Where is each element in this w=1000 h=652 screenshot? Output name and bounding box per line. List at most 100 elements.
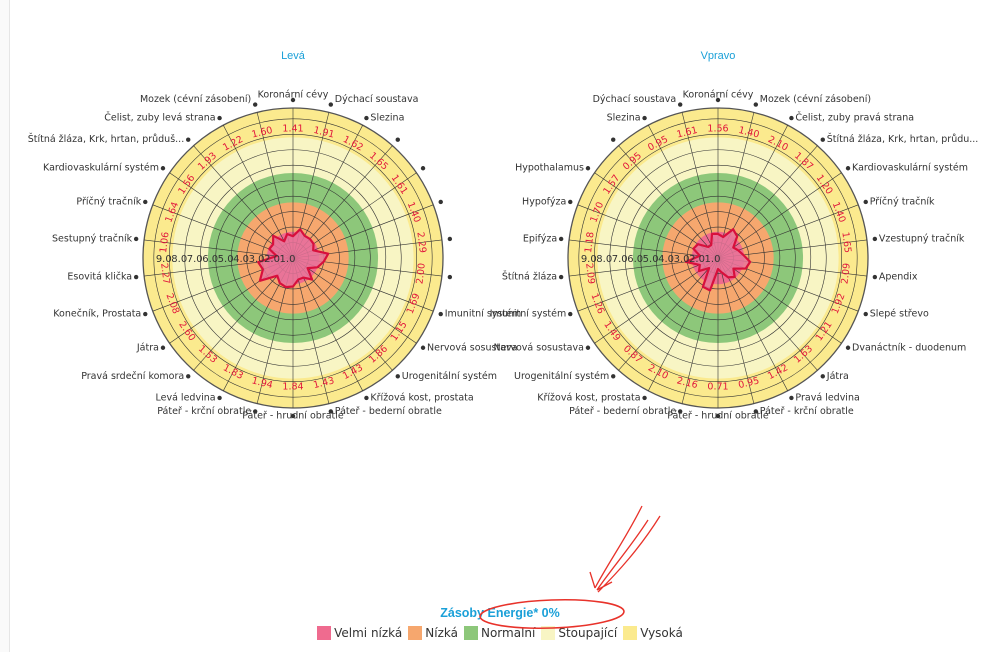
category-label: Mozek (cévní zásobení) (760, 94, 871, 105)
category-label: Páteř - bederní obratle (335, 406, 442, 417)
legend-swatch (541, 626, 556, 640)
spoke (292, 204, 434, 259)
category-dot (558, 236, 564, 242)
window-left-edge (0, 0, 10, 652)
category-dot (217, 115, 222, 121)
value-label: 1.43 (312, 375, 335, 391)
category-dot (568, 311, 573, 317)
ring-scale-label: 7.0 (187, 254, 203, 265)
category-label: Křížová kost, prostata (370, 392, 473, 403)
category-dot (186, 374, 191, 379)
category-label: Epifýza (523, 233, 557, 244)
category-label: Urogenitální systém (514, 371, 609, 382)
category-label: Páteř - hrudní obratle (242, 411, 344, 422)
legend-label: Nízká (425, 626, 458, 640)
category-dot (820, 137, 825, 142)
category-dot (585, 345, 591, 350)
category-dot (611, 374, 616, 379)
legend-item-normal[interactable]: Normalní (463, 626, 535, 640)
ring-scale-label: 1.0 (705, 254, 721, 265)
legend: Velmi nízká Nízká Normalní Stoupající Vy… (0, 626, 1000, 640)
category-dot (863, 199, 868, 205)
spoke (618, 145, 719, 259)
legend-label: Velmi nízká (334, 626, 403, 640)
ring-scale-label: 8.0 (596, 254, 612, 265)
value-label: 2.29 (414, 231, 427, 253)
ring-scale-label: 8.0 (171, 254, 187, 265)
category-dot (252, 102, 258, 107)
category-dot (217, 395, 222, 401)
series-polygon (257, 228, 330, 289)
value-label: 2.00 (414, 262, 427, 284)
ring-scale-label: 5.0 (218, 254, 234, 265)
legend-item-low[interactable]: Nízká (408, 626, 458, 640)
category-dot (395, 137, 400, 142)
ring-scale-label: 6.0 (202, 254, 218, 265)
spoke (717, 172, 842, 259)
value-label: 1.91 (312, 125, 335, 141)
ring-scale-label: 3.0 (249, 254, 265, 265)
spoke (144, 239, 294, 259)
category-dot (789, 115, 794, 121)
spoke (717, 112, 755, 259)
category-dot (642, 395, 647, 401)
value-label: 0.95 (737, 375, 760, 391)
ring-scale-label: 4.0 (658, 254, 674, 265)
legend-swatch (623, 626, 638, 640)
legend-swatch (408, 626, 423, 640)
chart-title: Levá (281, 50, 306, 62)
category-dot (252, 409, 258, 414)
category-label: Vzestupný tračník (879, 233, 965, 244)
legend-item-high[interactable]: Vysoká (623, 626, 683, 640)
legend-label: Vysoká (640, 626, 683, 640)
category-dot (186, 137, 191, 142)
category-label: Slepé střevo (870, 309, 929, 320)
spoke (618, 257, 719, 371)
category-label: Koronární cévy (683, 90, 754, 101)
spoke (717, 257, 755, 404)
value-label: 1.56 (707, 124, 728, 135)
category-label: Nervová sosustava (427, 342, 517, 353)
category-label: Pravá srdeční komora (81, 371, 184, 382)
value-label: 1.65 (839, 231, 852, 253)
value-label: 1.60 (251, 125, 274, 141)
category-dot (677, 102, 683, 107)
ring-scale-label: 2.0 (689, 254, 705, 265)
value-label: 1.61 (676, 125, 699, 141)
category-dot (585, 166, 591, 171)
legend-swatch (317, 626, 332, 640)
value-label: 2.09 (839, 262, 852, 284)
category-dot (863, 311, 868, 317)
spoke (292, 257, 330, 404)
category-dot (328, 102, 334, 107)
radar-chart-left: Levá 9.0 8.0 7.0 6.0 5.0 4.0 3.0 2.0 1.0 1.41 1.91 1… (28, 50, 522, 422)
ring-scale-label: 9.0 (156, 254, 172, 265)
category-dot (290, 97, 296, 103)
radar-chart-right: Vpravo 9.0 8.0 7.0 6.0 5.0 4.0 3.0 2.0 1.0 1.56 1.4… (490, 50, 979, 422)
category-label: Imunitní systém (490, 309, 567, 320)
category-label: Páteř - krční obratle (157, 406, 251, 417)
category-dot (438, 199, 443, 205)
legend-item-very-low[interactable]: Velmi nízká (317, 626, 402, 640)
category-dot (143, 199, 148, 205)
category-label: Apendix (879, 272, 918, 283)
category-dot (328, 409, 334, 414)
category-label: Hypofýza (522, 196, 566, 207)
category-dot (845, 166, 851, 171)
legend-item-rising[interactable]: Stoupající (541, 626, 617, 640)
series-polygon (684, 228, 752, 292)
category-label: Slezina (370, 113, 404, 124)
category-label: Dýchací soustava (335, 94, 419, 105)
spoke (577, 257, 719, 312)
spoke (223, 125, 294, 259)
category-dot (395, 374, 400, 379)
category-label: Slezina (607, 113, 641, 124)
category-label: Dvanáctník - duodenum (852, 342, 966, 353)
category-label: Koronární cévy (258, 90, 329, 101)
category-label: Čelist, zuby levá strana (104, 112, 215, 124)
category-label: Mozek (cévní zásobení) (140, 94, 251, 105)
category-label: Nervová sosustava (494, 342, 584, 353)
category-dot (845, 345, 851, 350)
ring-scale-label: 5.0 (643, 254, 659, 265)
